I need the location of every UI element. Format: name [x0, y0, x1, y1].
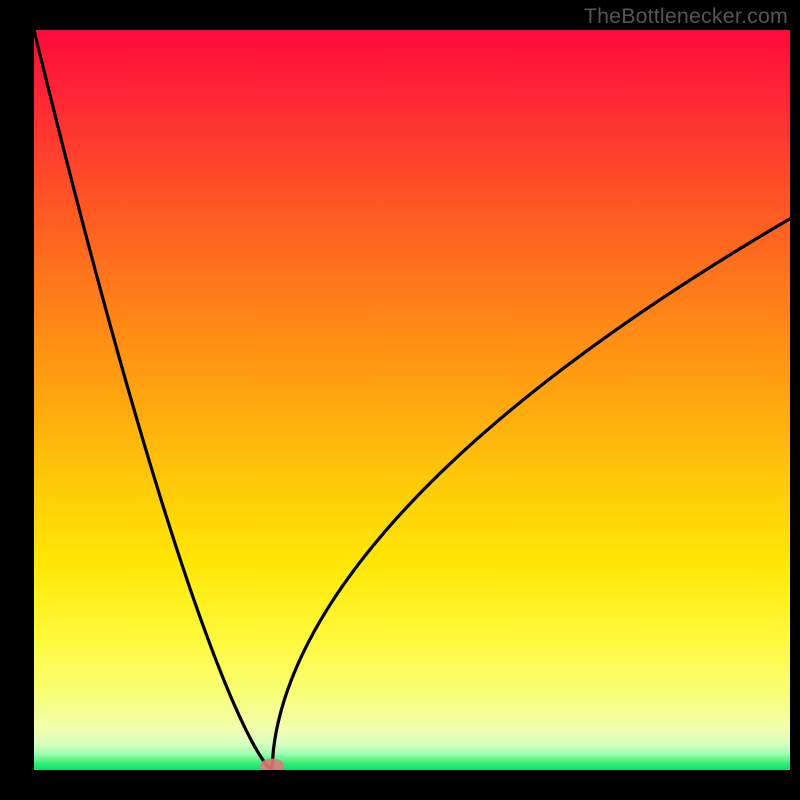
bottleneck-curve — [34, 30, 790, 770]
chart-frame: TheBottlenecker.com — [0, 0, 800, 800]
bottleneck-curve-svg — [34, 30, 790, 770]
plot-area — [34, 30, 790, 770]
watermark-text: TheBottlenecker.com — [584, 4, 788, 29]
